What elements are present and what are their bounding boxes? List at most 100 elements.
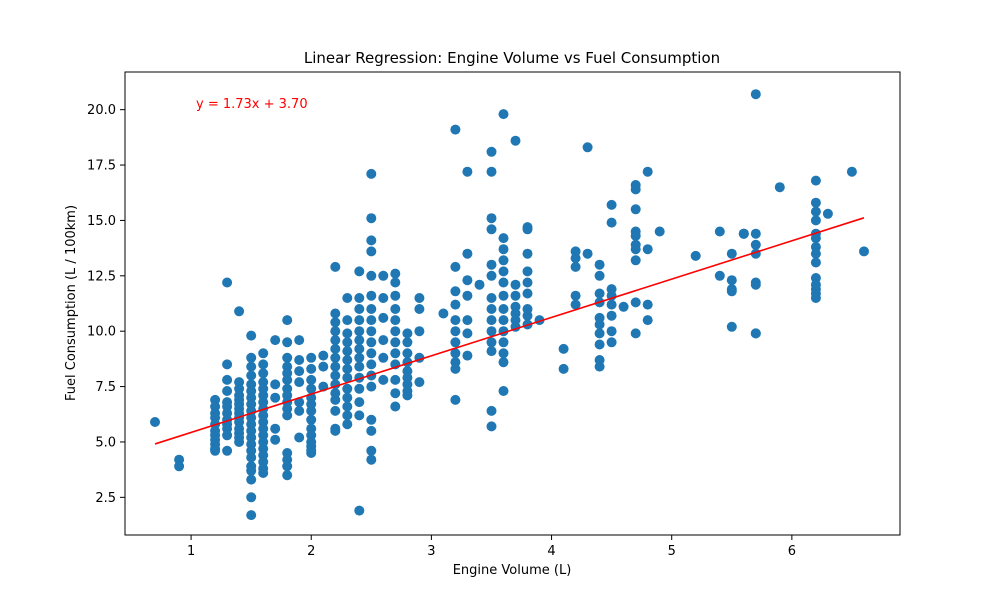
- data-point: [450, 261, 461, 272]
- data-point: [630, 230, 641, 241]
- data-point: [354, 505, 365, 516]
- data-point: [390, 304, 401, 314]
- data-point: [450, 394, 461, 405]
- data-point: [498, 266, 509, 277]
- data-point: [366, 168, 377, 179]
- data-point: [594, 328, 605, 339]
- data-point: [486, 259, 497, 270]
- regression-equation-label: y = 1.73x + 3.70: [196, 97, 308, 112]
- data-point: [342, 363, 353, 374]
- data-point: [510, 279, 521, 290]
- data-point: [510, 135, 521, 146]
- data-point: [690, 250, 701, 261]
- data-point: [270, 379, 281, 390]
- y-axis-label: Fuel Consumption (L / 100km): [64, 205, 79, 401]
- data-point: [294, 397, 305, 408]
- data-point: [486, 304, 497, 314]
- data-point: [582, 248, 593, 259]
- data-point: [222, 386, 233, 396]
- data-point: [570, 290, 581, 301]
- data-point: [342, 383, 353, 394]
- data-point: [306, 374, 317, 385]
- data-point: [246, 492, 257, 503]
- data-point: [342, 337, 353, 348]
- data-point: [366, 445, 377, 456]
- data-point: [234, 437, 245, 447]
- data-point: [462, 166, 473, 177]
- data-point: [366, 304, 377, 314]
- data-point: [486, 146, 497, 157]
- data-point: [222, 430, 233, 441]
- data-point: [810, 293, 821, 303]
- data-point: [282, 352, 293, 363]
- data-point: [282, 470, 293, 481]
- data-point: [486, 293, 497, 303]
- data-point: [750, 228, 761, 239]
- data-point: [342, 328, 353, 339]
- data-point: [570, 253, 581, 264]
- data-point: [294, 366, 305, 377]
- data-point: [366, 246, 377, 257]
- data-point: [282, 461, 293, 472]
- data-point: [642, 299, 653, 310]
- data-point: [486, 315, 497, 326]
- data-point: [450, 348, 461, 359]
- data-point: [294, 377, 305, 388]
- data-point: [486, 270, 497, 281]
- data-point: [414, 304, 425, 314]
- data-point: [594, 319, 605, 330]
- data-point: [498, 348, 509, 359]
- data-point: [366, 235, 377, 246]
- data-point: [366, 290, 377, 301]
- data-point: [510, 290, 521, 301]
- data-point: [498, 290, 509, 301]
- plot-frame: [124, 71, 901, 536]
- data-point: [402, 390, 413, 401]
- data-point: [522, 266, 533, 277]
- data-point: [606, 337, 617, 348]
- data-point: [330, 343, 341, 354]
- data-point: [306, 363, 317, 374]
- data-point: [654, 226, 665, 237]
- data-point: [330, 352, 341, 363]
- data-point: [366, 414, 377, 425]
- data-point: [306, 448, 317, 458]
- data-point: [618, 301, 629, 312]
- data-point: [378, 352, 389, 363]
- data-point: [594, 270, 605, 281]
- data-point: [354, 293, 365, 303]
- data-point: [450, 326, 461, 337]
- data-point: [366, 425, 377, 436]
- data-point: [486, 421, 497, 432]
- data-point: [246, 510, 257, 521]
- data-point: [246, 352, 257, 363]
- data-point: [810, 197, 821, 208]
- data-point: [486, 405, 497, 416]
- data-point: [522, 277, 533, 288]
- data-point: [234, 306, 245, 317]
- data-point: [306, 414, 317, 425]
- data-point: [606, 310, 617, 321]
- data-point: [474, 279, 485, 290]
- data-point: [450, 124, 461, 135]
- data-point: [222, 445, 233, 456]
- data-point: [390, 348, 401, 359]
- data-point: [366, 359, 377, 370]
- data-point: [354, 315, 365, 326]
- data-point: [222, 374, 233, 385]
- data-point: [306, 405, 317, 416]
- data-point: [582, 142, 593, 153]
- y-tick-label: 20.0: [87, 103, 116, 118]
- data-point: [342, 401, 353, 412]
- data-point: [174, 461, 185, 472]
- data-point: [354, 410, 365, 421]
- data-point: [342, 410, 353, 421]
- data-point: [318, 350, 329, 361]
- data-point: [378, 312, 389, 323]
- data-point: [594, 259, 605, 270]
- data-point: [306, 352, 317, 363]
- data-point: [330, 308, 341, 319]
- data-point: [738, 228, 749, 239]
- data-point: [606, 199, 617, 210]
- data-point: [342, 315, 353, 326]
